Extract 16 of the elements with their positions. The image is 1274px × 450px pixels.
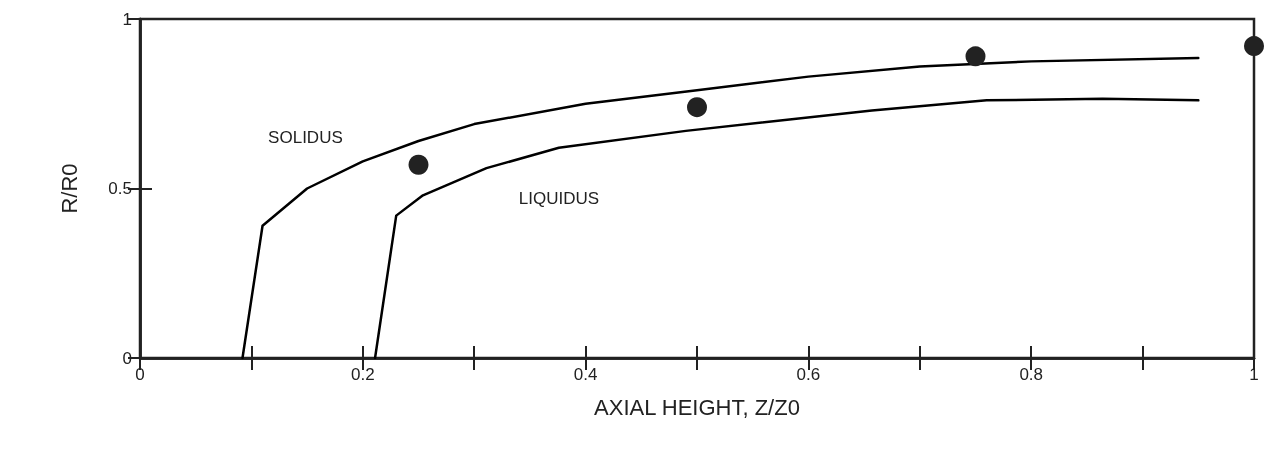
point <box>408 154 429 175</box>
x-axis-title: AXIAL HEIGHT, Z/Z0 <box>594 394 800 420</box>
x-tick-label: 0.6 <box>796 365 821 384</box>
x-tick-label: 0 <box>135 365 145 384</box>
line-series <box>241 56 1200 360</box>
y-tick-label: 1 <box>122 9 132 29</box>
line-series <box>373 97 1200 360</box>
x-tick-label: 0.4 <box>573 365 598 384</box>
annotation: SOLIDUS <box>268 128 343 148</box>
point <box>1244 36 1264 57</box>
annotation: LIQUIDUS <box>518 189 600 209</box>
point <box>687 97 707 118</box>
y-axis-title: R/R0 <box>56 163 82 214</box>
point <box>965 46 986 67</box>
x-tick-label: 0.8 <box>1019 365 1044 384</box>
x-tick-label: 0.2 <box>350 365 375 384</box>
